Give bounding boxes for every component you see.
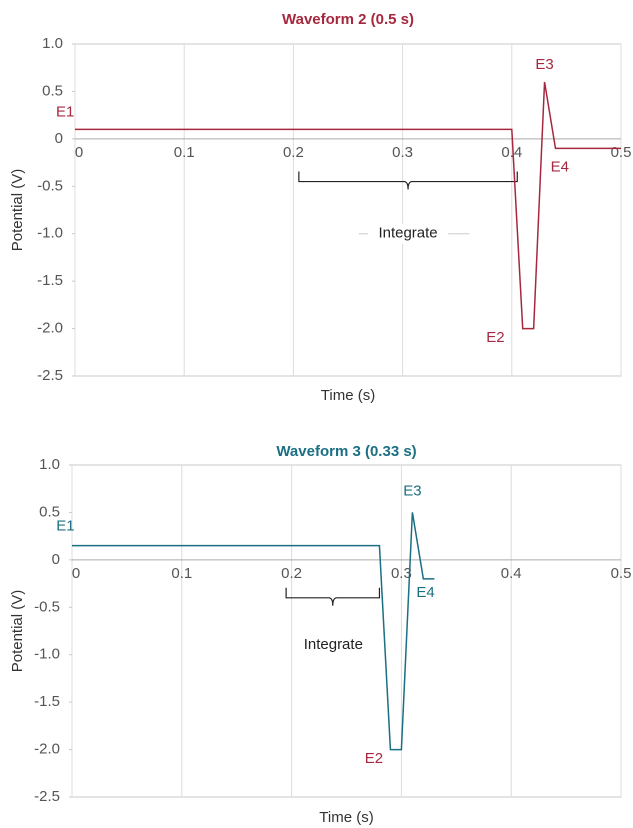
x-axis-label: Time (s) [319, 809, 373, 826]
chart-title: Waveform 2 (0.5 s) [282, 11, 414, 28]
y-tick-label: -0.5 [37, 177, 63, 194]
annotation: Integrate [378, 225, 437, 242]
y-tick-label: 1.0 [42, 35, 63, 52]
y-tick-label: -1.0 [34, 646, 60, 663]
x-tick-label: 0 [72, 565, 80, 582]
plot-frame [71, 464, 622, 798]
x-tick-label: 0.1 [174, 144, 195, 161]
x-tick-label: 0.3 [392, 144, 413, 161]
annotation: E2 [365, 750, 383, 767]
x-tick-label: 0.5 [611, 144, 632, 161]
y-tick-label: 1.0 [39, 456, 60, 473]
y-tick-label: -1.5 [34, 693, 60, 710]
x-tick-label: 0.4 [501, 565, 522, 582]
y-tick-label: -2.5 [34, 788, 60, 805]
x-tick-label: 0 [75, 144, 83, 161]
annotation: E4 [551, 158, 569, 175]
annotation: E4 [416, 584, 434, 601]
x-tick-label: 0.3 [391, 565, 412, 582]
y-tick-label: 0.5 [39, 503, 60, 520]
annotation: E1 [56, 103, 74, 120]
label-bg [293, 635, 374, 656]
label-bg [368, 223, 449, 244]
x-tick-label: 0.5 [611, 565, 632, 582]
x-axis-label: Time (s) [321, 387, 375, 404]
y-tick-label: -2.0 [37, 320, 63, 337]
integrate-bracket [285, 587, 381, 606]
chart-title: Waveform 3 (0.33 s) [276, 443, 416, 460]
annotation: E3 [535, 56, 553, 73]
series-line [75, 81, 621, 330]
y-tick-label: 0 [52, 551, 60, 568]
annotation: Integrate [304, 636, 363, 653]
integrate-bracket [298, 171, 518, 190]
y-tick-label: -0.5 [34, 598, 60, 615]
y-tick-label: -1.5 [37, 272, 63, 289]
y-axis-label: Potential (V) [9, 590, 26, 673]
y-axis-label: Potential (V) [9, 169, 26, 252]
series-line [72, 512, 435, 751]
x-tick-label: 0.2 [283, 144, 304, 161]
y-tick-label: -1.0 [37, 225, 63, 242]
annotation: E2 [486, 329, 504, 346]
y-tick-label: 0 [55, 130, 63, 147]
y-tick-label: -2.0 [34, 741, 60, 758]
annotation: E1 [56, 518, 74, 535]
x-tick-label: 0.4 [501, 144, 522, 161]
annotation: E3 [403, 483, 421, 500]
x-tick-label: 0.1 [171, 565, 192, 582]
y-tick-label: 0.5 [42, 82, 63, 99]
x-tick-label: 0.2 [281, 565, 302, 582]
y-tick-label: -2.5 [37, 367, 63, 384]
